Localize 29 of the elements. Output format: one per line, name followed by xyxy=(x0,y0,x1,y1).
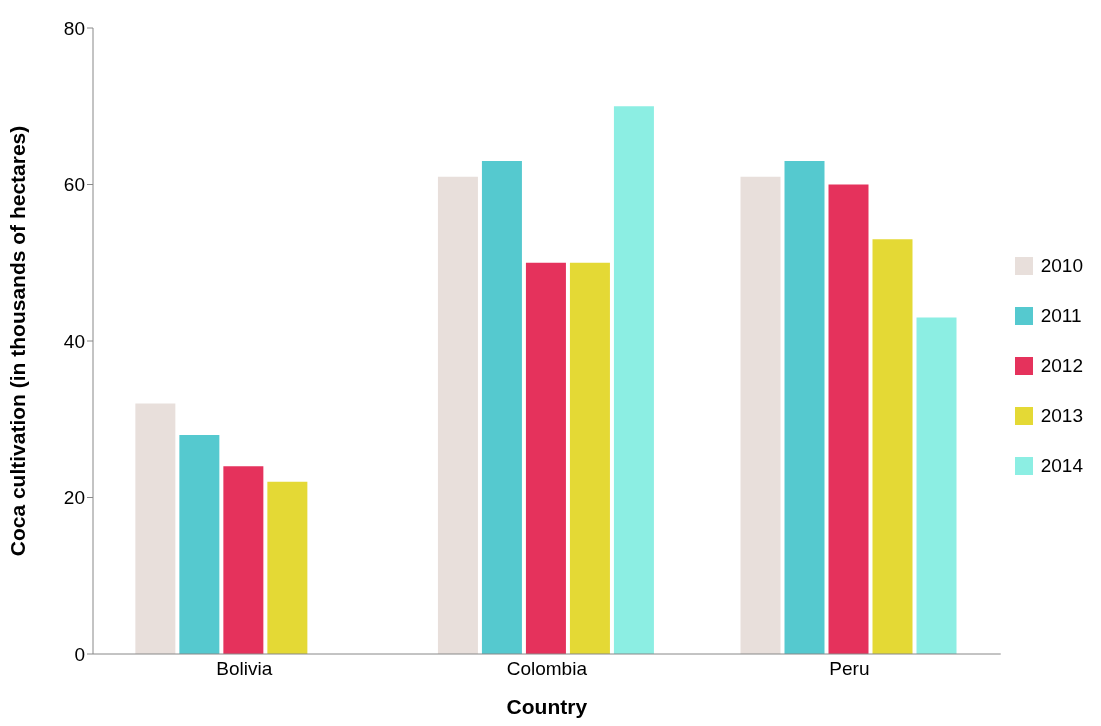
y-tick-label: 60 xyxy=(63,174,85,196)
x-axis-title: Country xyxy=(506,695,588,718)
bar xyxy=(223,466,264,654)
bar xyxy=(872,239,913,654)
legend-label: 2011 xyxy=(1040,305,1082,327)
bar xyxy=(740,176,781,654)
y-tick-label: 0 xyxy=(74,643,85,665)
x-tick-label: Peru xyxy=(829,658,870,680)
legend-label: 2012 xyxy=(1040,355,1083,377)
bar xyxy=(437,176,478,654)
bar xyxy=(613,106,654,654)
bar xyxy=(267,481,308,654)
bar xyxy=(525,262,566,654)
legend-label: 2014 xyxy=(1040,455,1083,477)
bar xyxy=(828,184,869,654)
x-tick-label: Colombia xyxy=(506,658,588,680)
y-axis-title: Coca cultivation (in thousands of hectares) xyxy=(6,125,30,557)
legend-label: 2010 xyxy=(1040,255,1083,277)
x-tick-label: Bolivia xyxy=(216,658,273,680)
legend-label: 2013 xyxy=(1040,405,1083,427)
bar xyxy=(179,434,220,654)
y-tick-label: 80 xyxy=(63,17,85,39)
y-tick-label: 20 xyxy=(63,487,85,509)
bar xyxy=(784,161,825,654)
bar xyxy=(916,317,957,654)
y-tick-label: 40 xyxy=(63,330,85,352)
bar xyxy=(569,262,610,654)
bar xyxy=(481,161,522,654)
bar xyxy=(135,403,176,654)
